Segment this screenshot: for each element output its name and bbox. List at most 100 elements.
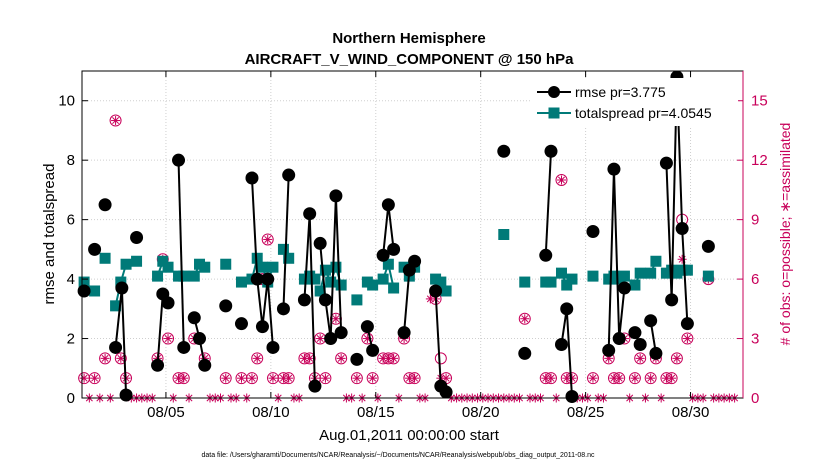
x-tick-label: 08/15 [357,404,395,421]
spread-point [319,264,331,276]
rmse-point [151,358,165,372]
obs-assimilated-marker [268,373,278,383]
obs-assimilated-marker [556,175,566,185]
obs-possible-marker [555,174,568,186]
y-tick-label: 2 [67,331,75,348]
obs-assimilated-marker [315,334,325,344]
obs-possible-marker [261,233,274,246]
obs-assimilated-marker [236,373,246,383]
obs-assimilated-marker [410,373,420,383]
obs-assimilated-marker [383,353,393,363]
rmse-point [88,242,102,256]
rmse-point [366,343,380,357]
y-tick-label: 4 [67,271,75,288]
spread-point [650,255,662,267]
obs-assimilated-marker [221,373,231,383]
x-axis-label: Aug.01,2011 00:00:00 start [319,427,500,444]
spread-point [519,276,531,288]
y-tick-label: 10 [58,93,75,110]
rmse-point [172,153,186,167]
obs-assimilated-marker [352,373,362,383]
spread-point [566,273,578,285]
rmse-point [109,340,123,354]
y-axis-label-right: # of obs: o=possible; ∗=assimilated [777,123,793,346]
spread-point [634,267,646,279]
obs-assimilated-marker [630,373,640,383]
x-tick-label: 08/10 [252,404,290,421]
obs-assimilated-marker [331,314,341,324]
spread-point [89,285,101,297]
rmse-point [544,144,558,158]
y-right-tick-label: 9 [751,212,759,229]
obs-assimilated-marker [389,353,399,363]
obs-possible-marker [518,312,531,325]
spread-point [199,261,211,273]
rmse-point [313,236,327,250]
rmse-point [602,343,616,357]
obs-assimilated-marker [441,373,451,383]
obs-possible-marker [670,352,683,365]
rmse-line [177,160,185,348]
spread-point [110,300,122,312]
spread-point [120,258,132,270]
y-right-tick-label: 0 [751,390,759,407]
obs-assimilated-marker [79,373,89,383]
rmse-point [439,385,453,399]
spread-point [251,252,263,264]
spread-point [435,276,447,288]
rmse-point [360,320,374,334]
obs-assimilated-marker [588,373,598,383]
rmse-point [177,340,191,354]
rmse-point [675,222,689,236]
chart-subtitle: AIRCRAFT_V_WIND_COMPONENT @ 150 hPa [245,51,575,68]
spread-point [277,243,289,255]
spread-point [325,276,337,288]
spread-point [330,261,342,273]
obs-possible-marker [434,352,447,365]
obs-possible-marker [366,372,379,385]
spread-point [178,270,190,282]
rmse-point [350,352,364,366]
rmse-point [554,337,568,351]
spread-point [157,255,169,267]
rmse-point [130,230,144,244]
rmse-point [193,332,207,346]
obs-possible-marker [99,352,112,365]
chart-title: Northern Hemisphere [332,30,485,47]
spread-point [377,273,389,285]
obs-assimilated-marker [179,373,189,383]
obs-assimilated-marker [163,334,173,344]
rmse-point [607,162,621,176]
obs-assimilated-marker [404,373,414,383]
obs-assimilated-marker [672,353,682,363]
rmse-line [282,175,290,309]
rmse-point [119,388,133,402]
rmse-point [187,311,201,325]
obs-assimilated-marker [646,373,656,383]
rmse-point [659,156,673,170]
y-right-tick-label: 12 [751,152,768,169]
legend-entry-spread: totalspread pr=4.0545 [575,105,712,121]
y-tick-label: 0 [67,390,75,407]
legend-box [530,78,738,126]
spread-point [256,261,268,273]
rmse-point [324,332,338,346]
rmse-point [680,317,694,331]
y-right-tick-label: 3 [751,331,759,348]
obs-assimilated-marker [111,116,121,126]
obs-assimilated-marker [541,373,551,383]
rmse-point [261,272,275,286]
rmse-point [376,248,390,262]
rmse-point [303,207,317,221]
spread-point [587,270,599,282]
obs-possible-marker [245,372,258,385]
spread-point [351,294,363,306]
spread-point [382,258,394,270]
rmse-point [612,332,626,346]
rmse-point [219,299,233,313]
spread-point [498,229,510,240]
obs-possible-marker [350,372,363,385]
rmse-point [318,293,332,307]
rmse-point [334,326,348,340]
spread-point [283,252,295,264]
